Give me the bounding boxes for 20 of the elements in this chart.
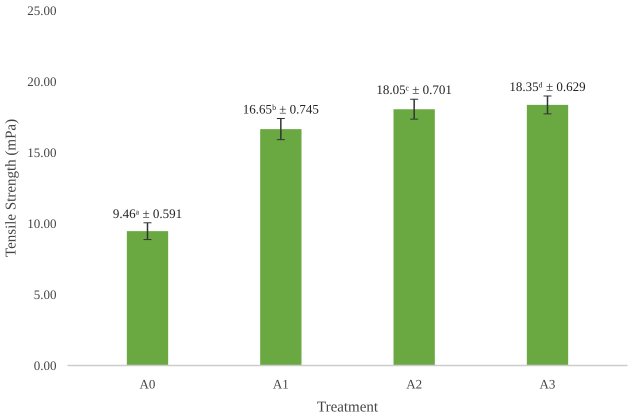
y-tick-label: 20.00 [27,74,56,89]
bar [526,104,568,366]
bar [126,231,168,366]
y-tick-label: 25.00 [27,3,56,18]
data-label: 16.65ᵇ ± 0.745 [242,101,319,116]
data-label: 9.46ᵃ ± 0.591 [112,206,182,221]
x-axis-title: Treatment [316,400,379,416]
x-tick-label: A0 [140,376,156,392]
data-label: 18.35ᵈ ± 0.629 [509,79,586,94]
x-tick-label: A2 [406,376,422,392]
bar [394,109,435,366]
x-tick-label: A1 [272,376,289,392]
y-tick-label: 5.00 [34,287,56,302]
y-tick-label: 0.00 [34,358,56,373]
x-tick-label: A3 [540,376,556,392]
bar [260,129,302,366]
y-tick-label: 15.00 [27,145,56,160]
y-tick-label: 10.00 [27,216,56,231]
data-label: 18.05ᶜ ± 0.701 [376,82,452,98]
y-axis-title: Tensile Strength (mPa) [3,118,20,258]
